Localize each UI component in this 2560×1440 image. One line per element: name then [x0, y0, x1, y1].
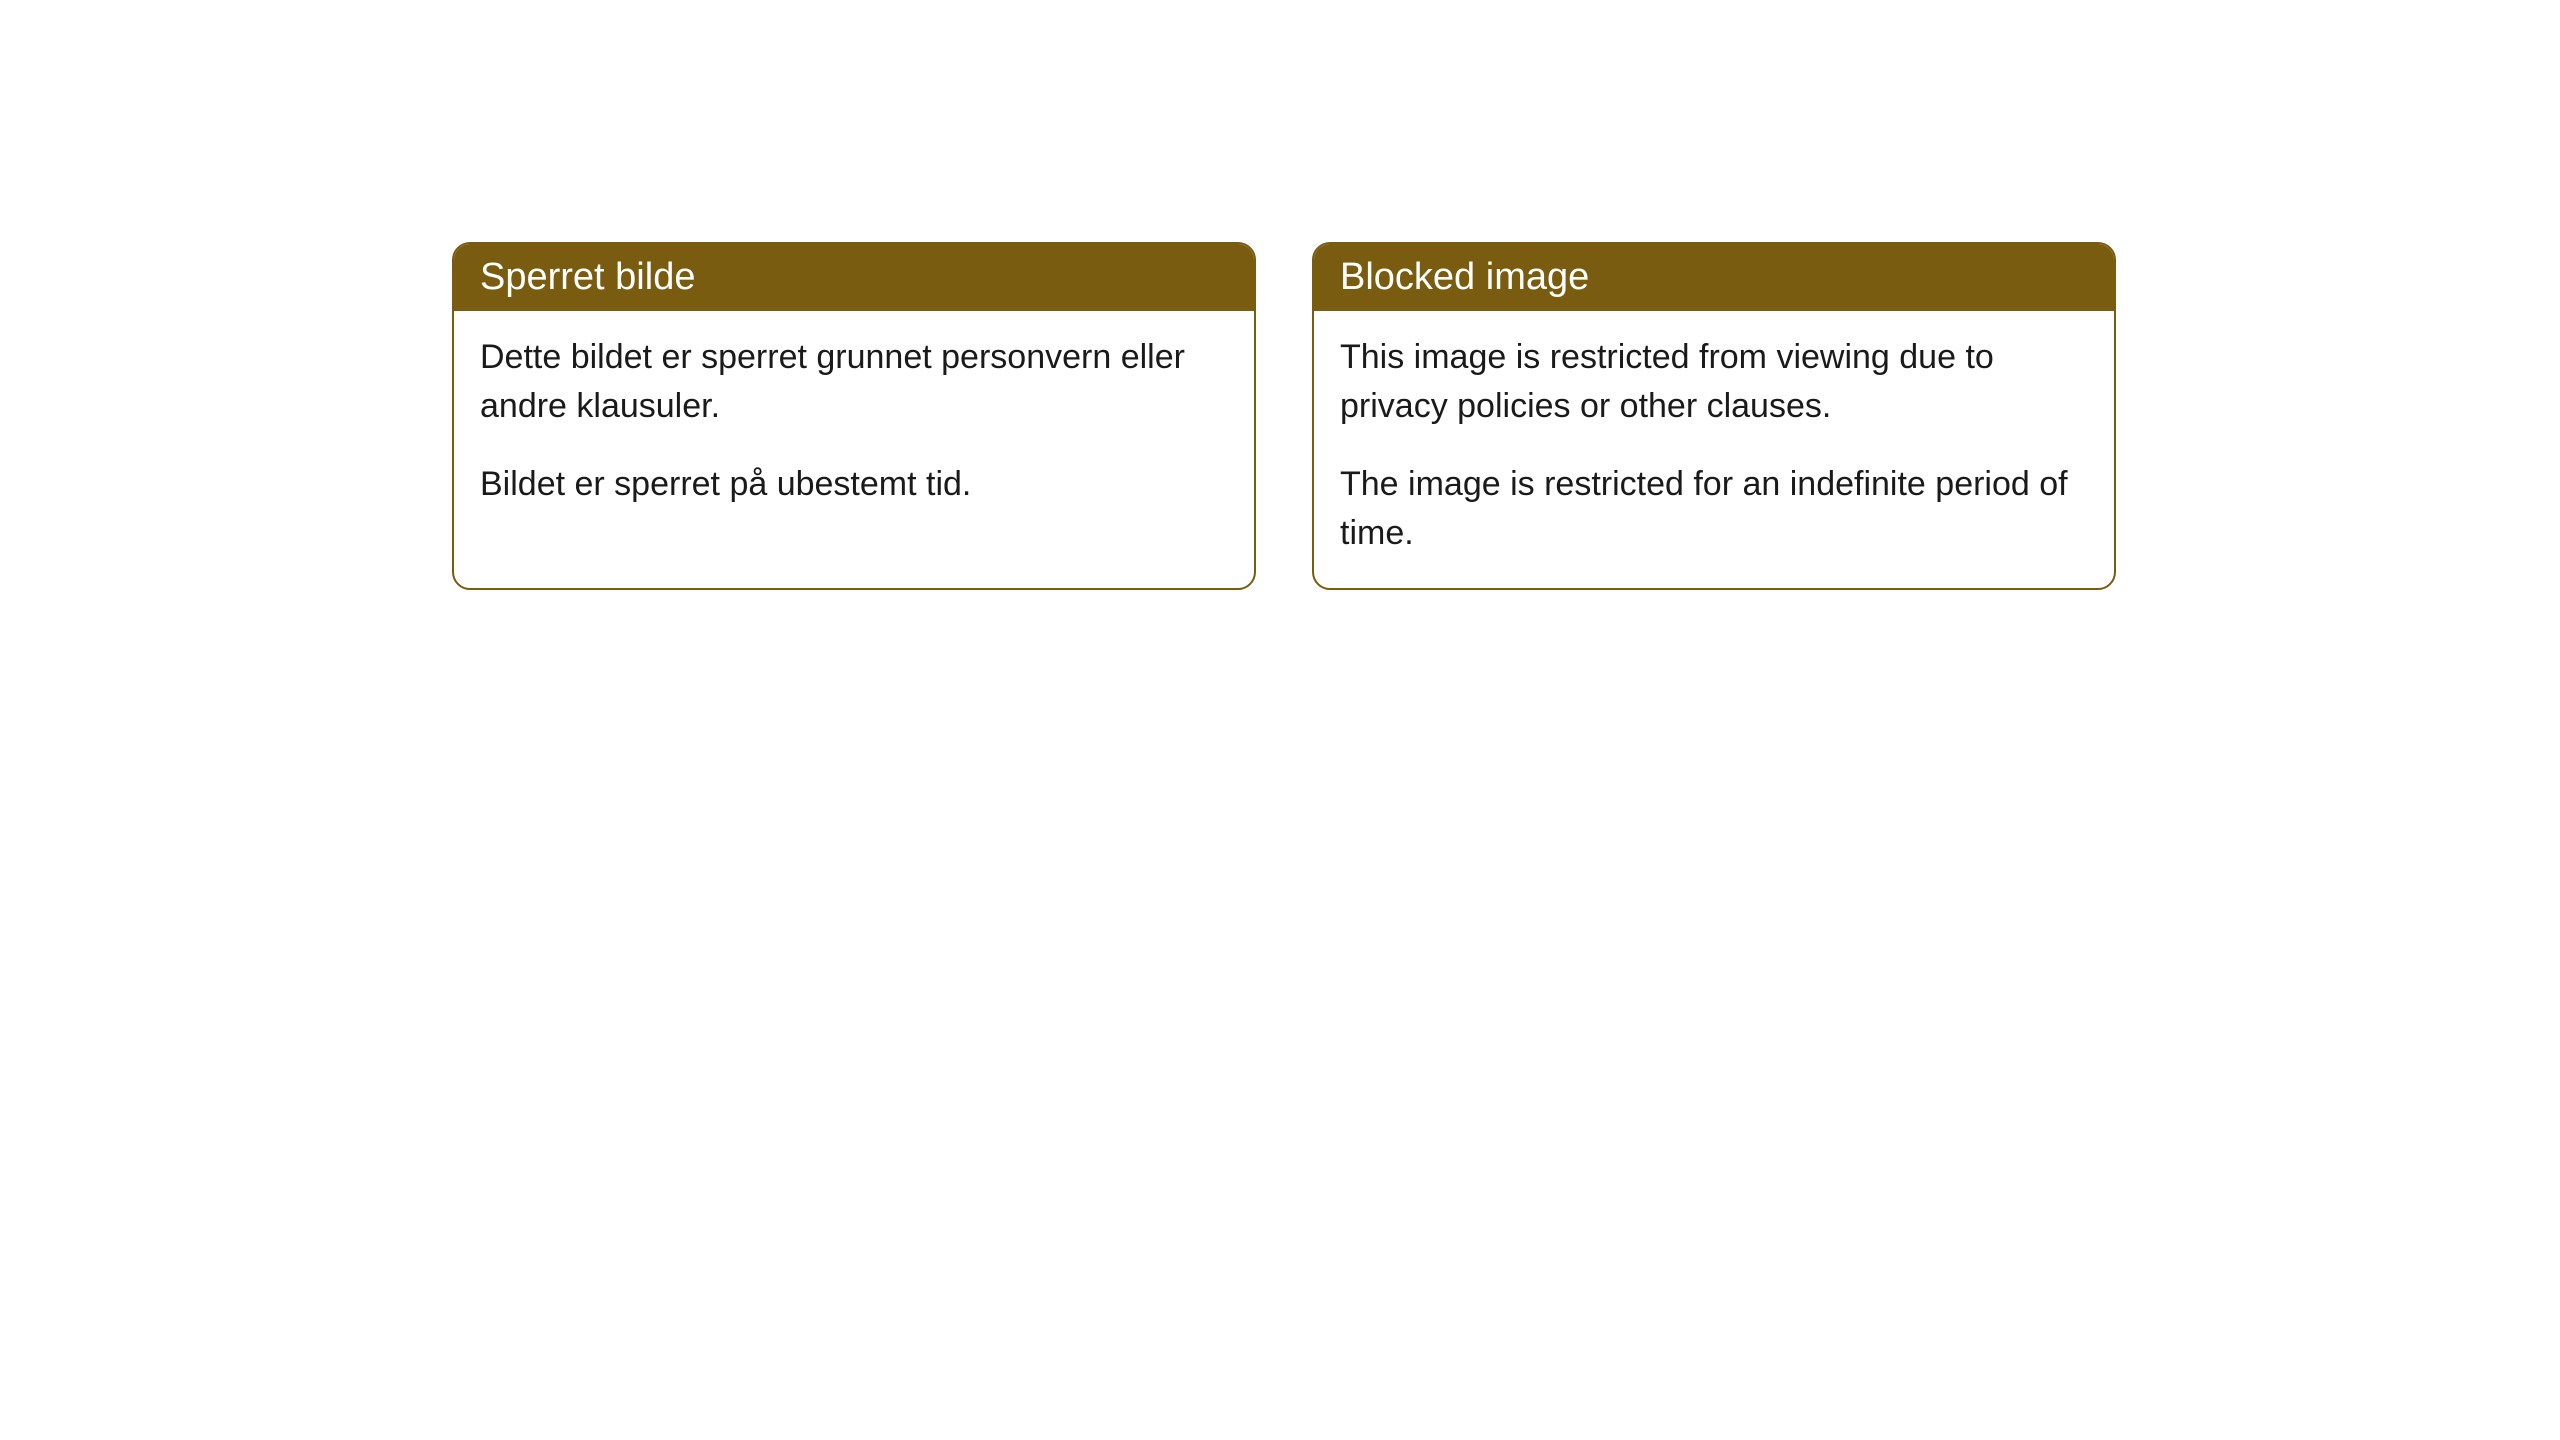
notice-card-norwegian: Sperret bilde Dette bildet er sperret gr…	[452, 242, 1256, 590]
card-body-english: This image is restricted from viewing du…	[1314, 311, 2114, 588]
card-text-norwegian-p2: Bildet er sperret på ubestemt tid.	[480, 460, 1228, 509]
card-text-english-p2: The image is restricted for an indefinit…	[1340, 460, 2088, 559]
card-header-norwegian: Sperret bilde	[454, 244, 1254, 311]
card-body-norwegian: Dette bildet er sperret grunnet personve…	[454, 311, 1254, 539]
notice-cards-container: Sperret bilde Dette bildet er sperret gr…	[452, 242, 2116, 590]
card-text-english-p1: This image is restricted from viewing du…	[1340, 333, 2088, 432]
notice-card-english: Blocked image This image is restricted f…	[1312, 242, 2116, 590]
card-header-english: Blocked image	[1314, 244, 2114, 311]
card-text-norwegian-p1: Dette bildet er sperret grunnet personve…	[480, 333, 1228, 432]
